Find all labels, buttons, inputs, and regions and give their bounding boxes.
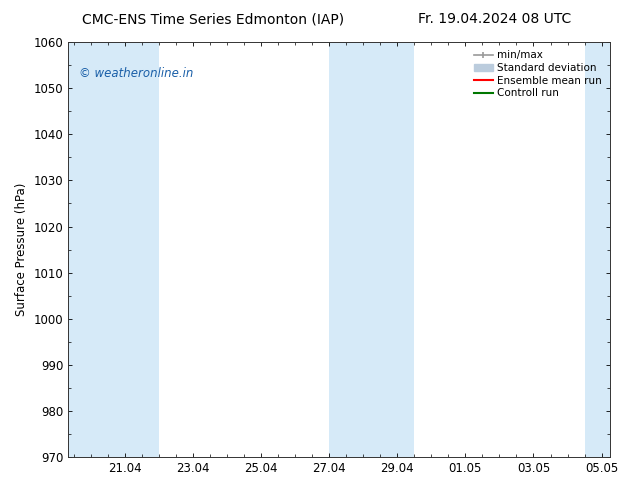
Bar [68, 42, 159, 457]
Text: CMC-ENS Time Series Edmonton (IAP): CMC-ENS Time Series Edmonton (IAP) [82, 12, 344, 26]
Text: © weatheronline.in: © weatheronline.in [79, 67, 193, 80]
Bar [329, 42, 415, 457]
Y-axis label: Surface Pressure (hPa): Surface Pressure (hPa) [15, 183, 28, 316]
Legend: min/max, Standard deviation, Ensemble mean run, Controll run: min/max, Standard deviation, Ensemble me… [471, 47, 605, 101]
Bar [585, 42, 610, 457]
Text: Fr. 19.04.2024 08 UTC: Fr. 19.04.2024 08 UTC [418, 12, 572, 26]
